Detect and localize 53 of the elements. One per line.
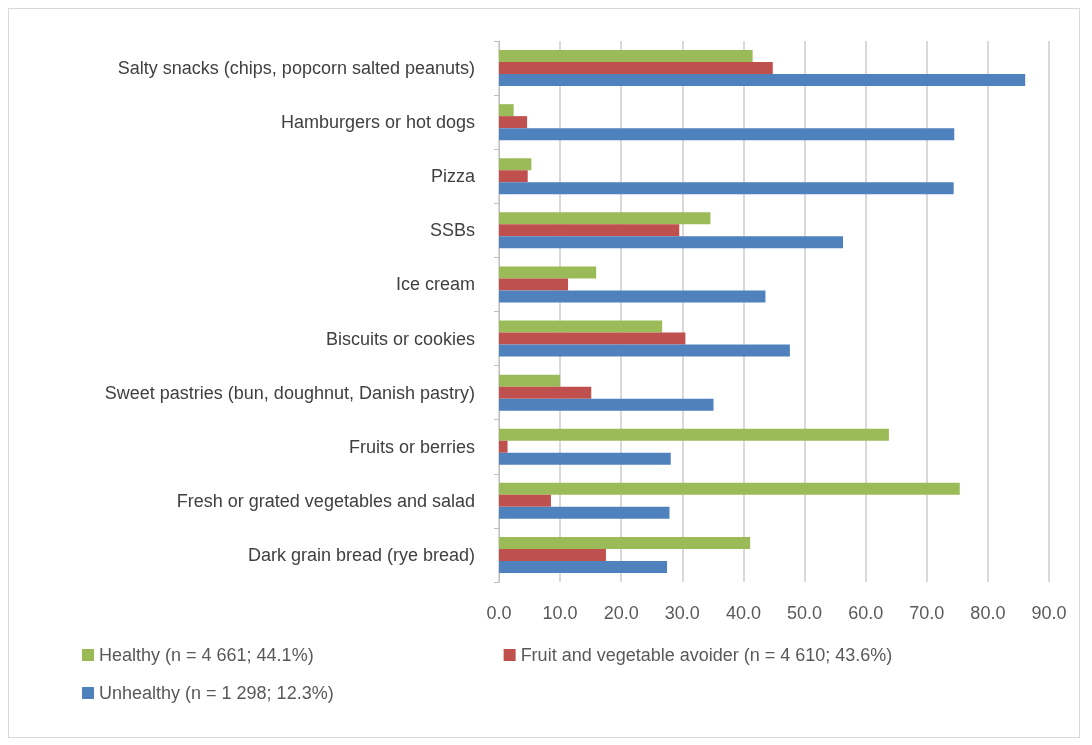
bar (499, 266, 597, 279)
x-tick-label: 0.0 (486, 603, 512, 623)
y-tick-label: Fruits or berries (348, 436, 475, 457)
bar (499, 452, 671, 465)
bar (499, 236, 844, 249)
y-tick-label: Ice cream (395, 274, 475, 295)
bar (499, 482, 960, 495)
bar (499, 116, 528, 129)
y-tick-label: Dark grain bread (rye bread) (247, 544, 475, 565)
bar (499, 224, 680, 237)
y-tick-label: Hamburgers or hot dogs (280, 112, 475, 133)
bar (499, 560, 668, 573)
x-tick-label: 80.0 (970, 603, 1006, 623)
bar (499, 428, 889, 441)
bar (499, 50, 753, 63)
x-tick-label: 40.0 (725, 603, 761, 623)
x-tick-label: 70.0 (909, 603, 945, 623)
bar (499, 170, 528, 183)
bar (499, 440, 508, 453)
bar (499, 332, 686, 345)
x-tick-label: 10.0 (542, 603, 578, 623)
bar (499, 494, 551, 507)
bar (499, 158, 532, 171)
bar (499, 506, 670, 519)
bar (499, 212, 711, 225)
bar (499, 278, 569, 291)
bar (499, 374, 561, 387)
y-tick-label: Biscuits or cookies (325, 328, 475, 349)
x-tick-label: 30.0 (664, 603, 700, 623)
x-tick-label: 20.0 (603, 603, 639, 623)
bar (499, 128, 955, 141)
y-tick-label: Pizza (430, 166, 476, 187)
legend-label: Unhealthy (n = 1 298; 12.3%) (99, 683, 334, 703)
bar (499, 290, 766, 303)
bar (499, 182, 954, 195)
bar (499, 536, 751, 549)
bar (499, 62, 773, 75)
y-tick-label: Salty snacks (chips, popcorn salted peanuts) (117, 58, 475, 79)
bar (499, 344, 790, 357)
y-tick-label: Fresh or grated vegetables and salad (176, 490, 475, 511)
legend-label: Healthy (n = 4 661; 44.1%) (99, 645, 314, 665)
bar (499, 548, 606, 561)
bar (499, 386, 592, 399)
x-tick-label: 50.0 (787, 603, 823, 623)
bar (499, 104, 514, 117)
bar (499, 398, 714, 411)
x-tick-label: 60.0 (848, 603, 884, 623)
y-tick-label: Sweet pastries (bun, doughnut, Danish pastry) (104, 382, 475, 403)
x-tick-label: 90.0 (1031, 603, 1067, 623)
legend-label: Fruit and vegetable avoider (n = 4 610; 43.6%) (520, 645, 893, 665)
y-tick-label: SSBs (429, 220, 475, 241)
bar (499, 320, 663, 333)
bar (499, 74, 1026, 87)
